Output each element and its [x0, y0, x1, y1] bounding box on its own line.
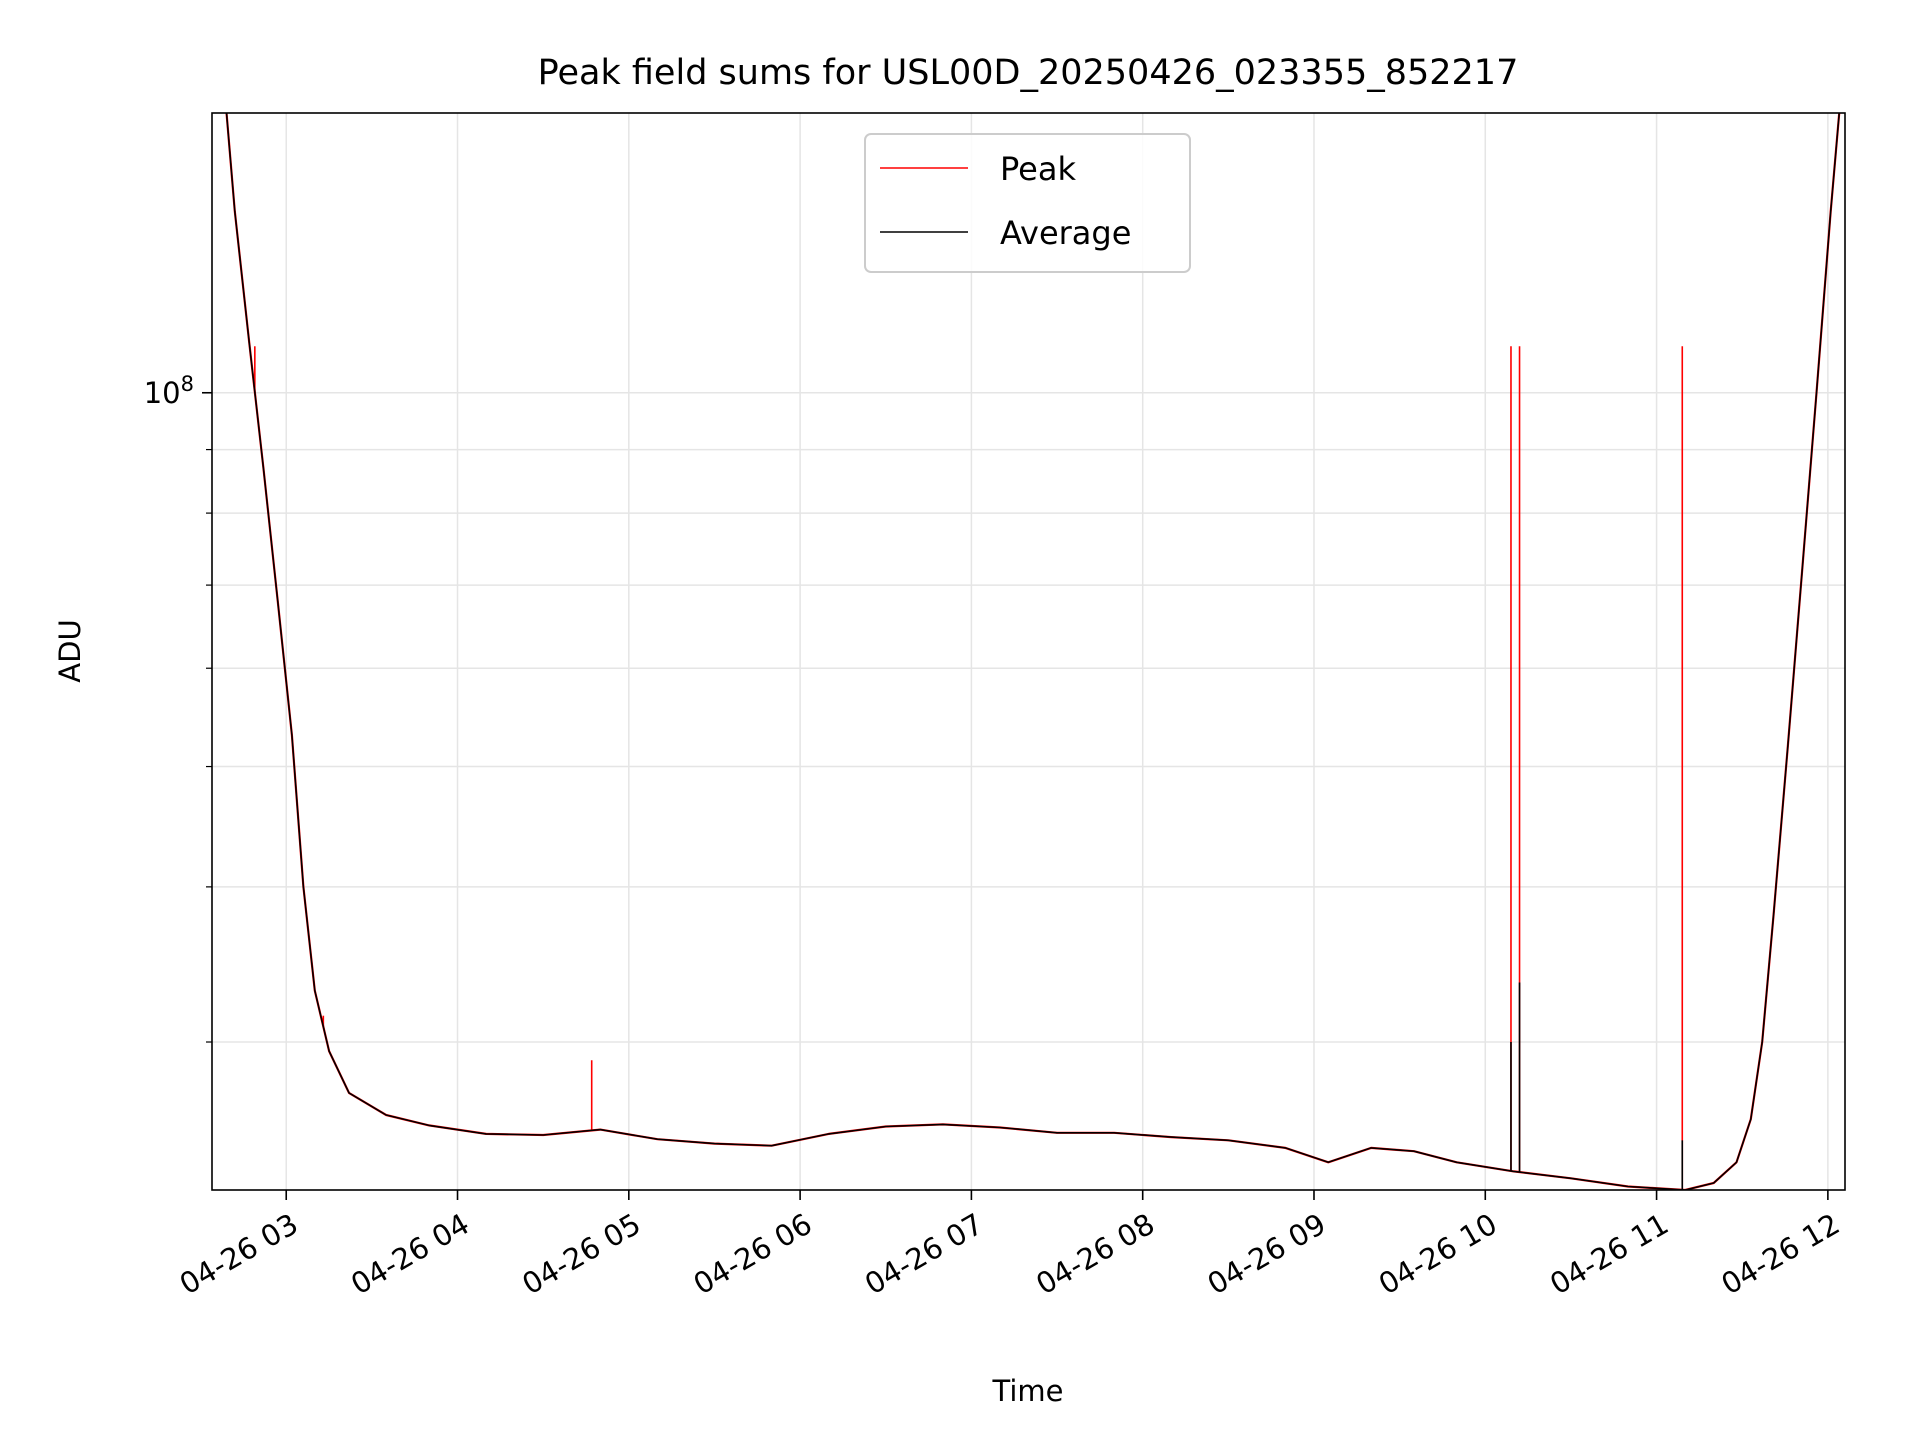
- legend: Peak Average: [864, 133, 1191, 273]
- legend-label-average: Average: [1000, 214, 1131, 252]
- series-layer: [225, 113, 1841, 1190]
- y-axis: 108: [144, 372, 212, 1043]
- chart-title: Peak field sums for USL00D_20250426_0233…: [538, 53, 1519, 93]
- x-axis-label: Time: [992, 1374, 1064, 1408]
- series-line-average: [225, 113, 1841, 1190]
- y-tick-label: 108: [144, 372, 194, 410]
- legend-label-peak: Peak: [1000, 150, 1076, 188]
- grid: [212, 113, 1845, 1190]
- y-axis-label: ADU: [53, 619, 87, 682]
- plot-frame: [211, 112, 1846, 1191]
